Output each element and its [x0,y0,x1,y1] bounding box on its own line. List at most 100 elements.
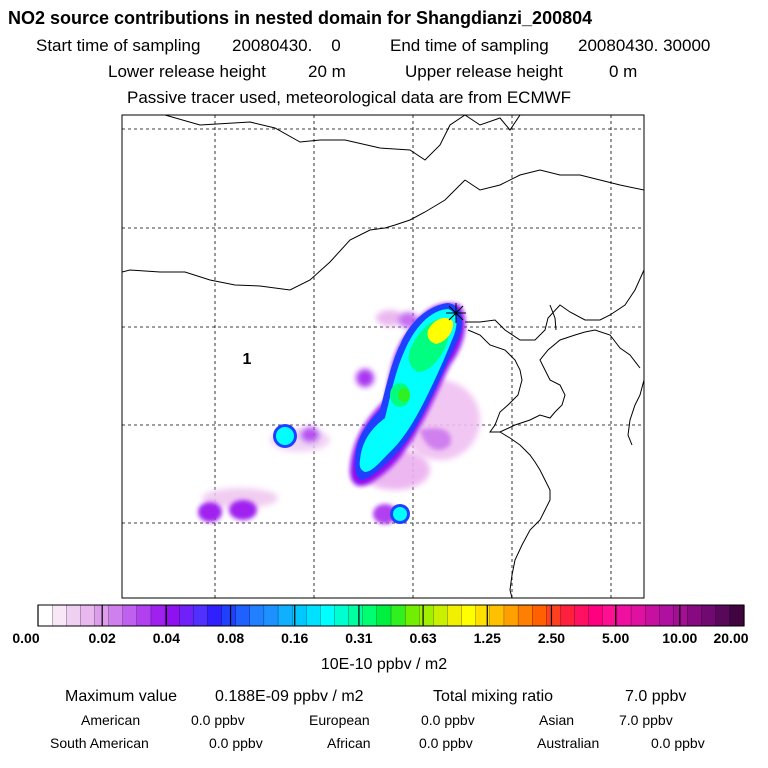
colorbar-cell [235,604,251,627]
colorbar-cell [122,604,138,627]
upper-height-label: Upper release height [405,62,563,81]
map-frame [121,114,645,599]
colorbar-cell [645,604,660,627]
region-value: 0.0 ppbv [209,735,263,751]
colorbar-cell [701,604,717,627]
upper-height-value: 0 m [609,62,638,81]
colorbar-cell [588,604,604,627]
colorbar-cell [574,604,590,627]
colorbar-cell [546,604,561,627]
colorbar-cell [376,604,392,627]
region-name: South American [50,735,149,751]
colorbar-cell [320,604,336,627]
colorbar-cell [150,604,166,627]
plume-contours [198,303,480,524]
colorbar-cell [249,604,265,627]
region-value: 0.0 ppbv [421,712,475,728]
coastline [584,329,641,369]
colorbar-cell [306,604,321,627]
colorbar-cell [277,604,293,627]
colorbar-tick-label: 20.00 [713,630,749,646]
colorbar-tick-label: 1.25 [473,630,501,646]
colorbar-cell [659,604,674,627]
colorbar-cell [193,604,208,627]
colorbar-cell [630,604,646,627]
border-line [464,169,644,191]
colorbar-major-ticks [37,605,745,626]
colorbar-tick-label: 0.00 [12,630,40,646]
colorbar-cell [108,604,124,627]
chart-title: NO2 source contributions in nested domai… [8,8,593,28]
colorbar-cell [532,604,547,627]
receptor-marker-icon [446,303,466,323]
tracer-note: Passive tracer used, meteorological data… [127,88,572,107]
coastline [627,379,644,446]
colorbar-unit-label: 10E-10 ppbv / m2 [320,656,448,673]
colorbar-tick-label: 0.63 [409,630,437,646]
region-value: 0.0 ppbv [419,735,473,751]
colorbar-cell [404,604,420,627]
colorbar-cell [489,604,505,627]
colorbar-cell [461,604,477,627]
colorbar-cell [419,604,434,627]
colorbar-cell [179,604,194,627]
colorbar-cell [362,604,378,627]
region-name: African [327,735,371,751]
border-line [122,179,466,291]
colorbar-cell [334,604,350,627]
colorbar-tick-label: 0.16 [281,630,309,646]
colorbar-cell [687,604,703,627]
border-line [164,115,466,161]
region-name: Australian [537,735,600,751]
coastline [465,269,644,341]
colorbar [37,604,745,627]
region-name: Asian [539,712,575,728]
region-name: American [81,712,141,728]
coastline [467,329,586,433]
start-time-value: 20080430. 0 [232,36,341,55]
colorbar-cell [673,604,689,627]
lower-height-value: 20 m [308,62,346,81]
colorbar-cell [136,604,152,627]
colorbar-cell [80,604,96,627]
total-mixing-label: Total mixing ratio [433,688,554,705]
colorbar-cell [447,604,463,627]
coastline [499,431,551,598]
colorbar-cell [221,604,237,627]
colorbar-cell [263,604,279,627]
region-value: 0.0 ppbv [651,735,705,751]
colorbar-cell [37,604,53,627]
coastlines [122,115,644,598]
colorbar-tick-label: 0.08 [216,630,245,646]
max-value-label: Maximum value [65,688,178,705]
region-label: 1 [243,351,252,368]
colorbar-cell [51,604,67,627]
colorbar-cell [475,604,491,627]
region-value: 0.0 ppbv [191,712,245,728]
max-value: 0.188E-09 ppbv / m2 [215,688,364,705]
colorbar-cell [616,604,632,627]
colorbar-cell [390,604,406,627]
colorbar-cell [164,604,180,627]
colorbar-cell [503,604,519,627]
colorbar-cell [207,604,223,627]
colorbar-tick-label: 2.50 [537,630,566,646]
colorbar-cell [729,604,745,627]
end-time-value: 20080430. 30000 [578,36,711,55]
colorbar-tick-label: 5.00 [602,630,630,646]
colorbar-cell [715,604,731,627]
border-line [464,115,521,131]
colorbar-cell [66,604,81,627]
start-time-label: Start time of sampling [36,36,201,55]
total-mixing-value: 7.0 ppbv [625,688,687,705]
colorbar-cell [560,604,576,627]
colorbar-tick-label: 10.00 [662,630,698,646]
region-name: European [309,712,370,728]
coastline [549,304,557,331]
colorbar-cell [348,604,364,627]
lower-height-label: Lower release height [108,62,266,81]
colorbar-tick-label: 0.02 [88,630,116,646]
end-time-label: End time of sampling [390,36,549,55]
colorbar-tick-label: 0.04 [152,630,180,646]
